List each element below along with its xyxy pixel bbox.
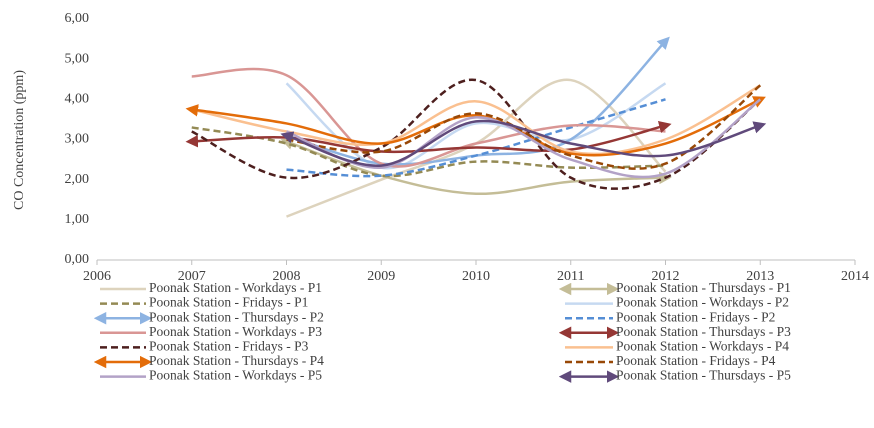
x-tick-label: 2013 — [746, 269, 774, 284]
legend-label: Poonak Station - Workdays - P4 — [616, 338, 789, 353]
legend-label: Poonak Station - Workdays - P2 — [616, 295, 789, 310]
y-tick-label: 6,00 — [65, 11, 90, 26]
x-tick-label: 2011 — [557, 269, 584, 284]
legend-label: Poonak Station - Fridays - P4 — [616, 353, 776, 368]
legend-label: Poonak Station - Workdays - P3 — [149, 324, 322, 339]
series-line — [286, 98, 666, 178]
y-tick-label: 4,00 — [65, 92, 90, 107]
series-line — [185, 120, 672, 154]
series-line — [280, 119, 767, 167]
series-line — [191, 126, 666, 178]
legend-label: Poonak Station - Thursdays - P3 — [616, 324, 791, 339]
legend-label: Poonak Station - Thursdays - P2 — [149, 309, 324, 324]
y-tick-label: 2,00 — [65, 172, 90, 187]
series-line — [286, 98, 762, 179]
series-line — [280, 137, 672, 195]
x-tick-label: 2014 — [841, 269, 869, 284]
legend-label: Poonak Station - Thursdays - P4 — [149, 353, 324, 368]
x-tick-label: 2008 — [273, 269, 301, 284]
series-line — [191, 78, 762, 190]
legend-label: Poonak Station - Fridays - P2 — [616, 309, 775, 324]
x-tick-label: 2012 — [652, 269, 680, 284]
x-tick-label: 2010 — [462, 269, 490, 284]
legend-label: Poonak Station - Workdays - P1 — [149, 280, 322, 295]
legend-label: Poonak Station - Fridays - P3 — [149, 338, 309, 353]
series-line — [191, 67, 666, 168]
x-tick-label: 2009 — [367, 269, 395, 284]
y-tick-label: 3,00 — [65, 132, 90, 147]
legend-label: Poonak Station - Thursdays - P5 — [616, 368, 791, 383]
legend-label: Poonak Station - Workdays - P5 — [149, 368, 322, 383]
x-tick-label: 2006 — [83, 269, 111, 284]
y-tick-label: 1,00 — [65, 212, 90, 227]
y-tick-label: 5,00 — [65, 51, 90, 66]
legend-label: Poonak Station - Thursdays - P1 — [616, 280, 791, 295]
y-tick-label: 0,00 — [65, 252, 90, 267]
legend-label: Poonak Station - Fridays - P1 — [149, 295, 308, 310]
y-axis-title: CO Concentration (ppm) — [12, 70, 27, 210]
x-tick-label: 2007 — [178, 269, 206, 284]
